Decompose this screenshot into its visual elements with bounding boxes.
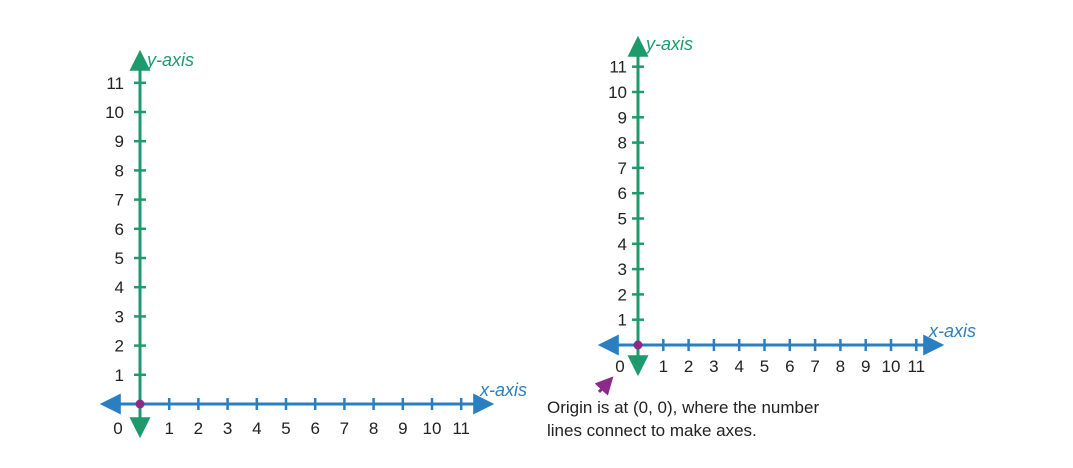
- x-tick-label: 11: [907, 357, 925, 376]
- origin-point: [633, 340, 643, 350]
- y-tick-label: 6: [618, 184, 627, 203]
- y-tick-label: 3: [618, 260, 627, 279]
- x-tick-label: 9: [861, 357, 870, 376]
- y-tick-label: 4: [618, 235, 627, 254]
- y-tick-label: 4: [115, 278, 124, 297]
- origin-annotation-line-1: Origin is at (0, 0), where the number: [547, 398, 820, 417]
- x-tick-label: 7: [340, 419, 349, 438]
- y-tick-label: 9: [115, 132, 124, 151]
- x-tick-label: 2: [684, 357, 693, 376]
- x-tick-label: 8: [836, 357, 845, 376]
- y-axis-title: y-axis: [145, 50, 194, 70]
- x-tick-label: 10: [882, 357, 901, 376]
- x-tick-label: 4: [252, 419, 261, 438]
- origin-annotation-line-2: lines connect to make axes.: [547, 421, 757, 440]
- x-tick-label: 7: [810, 357, 819, 376]
- y-tick-label: 3: [115, 307, 124, 326]
- x-tick-label: 1: [659, 357, 668, 376]
- origin-label: 0: [615, 357, 624, 376]
- y-tick-label: 9: [618, 108, 627, 127]
- y-tick-label: 11: [609, 58, 627, 77]
- origin-label: 0: [113, 419, 122, 438]
- origin-annotation: Origin is at (0, 0), where the number li…: [547, 396, 907, 442]
- x-tick-label: 6: [310, 419, 319, 438]
- origin-pointer-arrow: [594, 376, 614, 396]
- x-tick-label: 11: [452, 419, 470, 438]
- y-axis-title: y-axis: [644, 34, 693, 54]
- origin-point: [135, 399, 145, 409]
- x-tick-label: 5: [281, 419, 290, 438]
- x-tick-label: 6: [785, 357, 794, 376]
- y-tick-label: 8: [618, 134, 627, 153]
- y-tick-label: 10: [608, 83, 627, 102]
- x-axis-title: x-axis: [928, 321, 976, 341]
- x-tick-label: 2: [194, 419, 203, 438]
- y-tick-label: 5: [115, 249, 124, 268]
- x-axis-title: x-axis: [479, 380, 527, 400]
- y-tick-label: 5: [618, 210, 627, 229]
- y-tick-label: 10: [105, 103, 124, 122]
- x-tick-label: 3: [223, 419, 232, 438]
- y-tick-label: 2: [115, 337, 124, 356]
- y-tick-label: 2: [618, 285, 627, 304]
- x-tick-label: 8: [369, 419, 378, 438]
- x-tick-label: 5: [760, 357, 769, 376]
- x-tick-label: 1: [164, 419, 173, 438]
- x-tick-label: 9: [398, 419, 407, 438]
- y-tick-label: 8: [115, 161, 124, 180]
- y-tick-label: 1: [618, 311, 627, 330]
- y-tick-label: 1: [115, 366, 124, 385]
- y-tick-label: 7: [115, 191, 124, 210]
- y-tick-label: 11: [106, 74, 124, 93]
- x-tick-label: 3: [709, 357, 718, 376]
- y-tick-label: 7: [618, 159, 627, 178]
- y-tick-label: 6: [115, 220, 124, 239]
- x-tick-label: 4: [734, 357, 743, 376]
- x-tick-label: 10: [423, 419, 442, 438]
